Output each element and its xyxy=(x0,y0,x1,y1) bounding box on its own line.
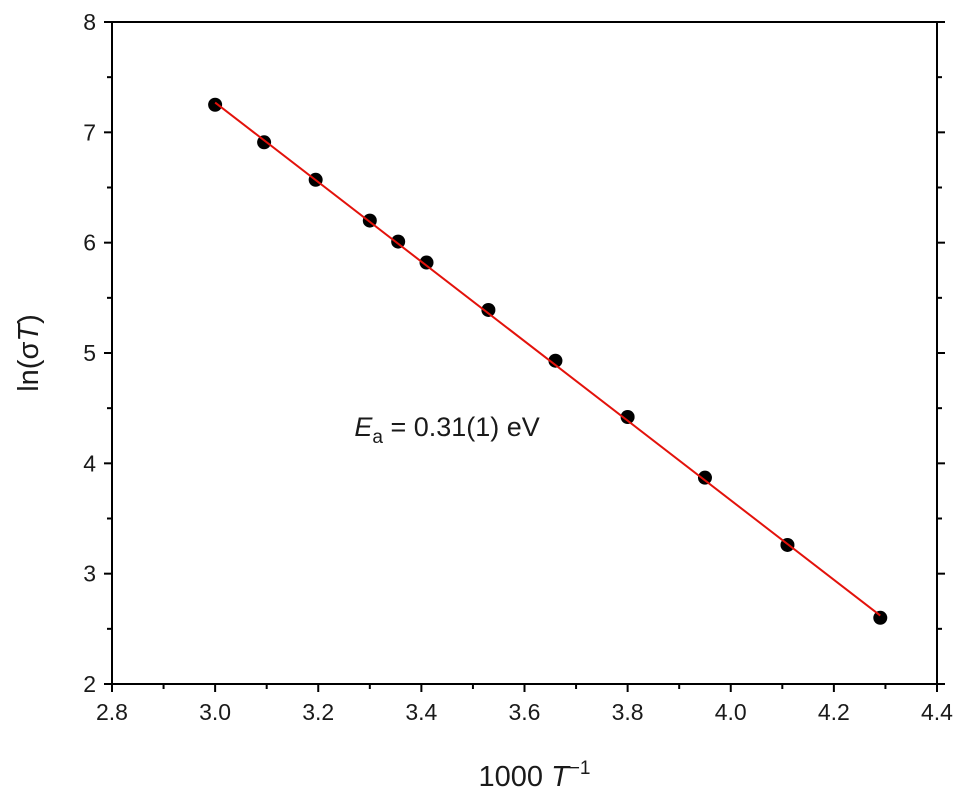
y-tick-labels: 2 3 4 5 6 7 8 xyxy=(83,9,96,697)
activation-energy-annotation: Ea = 0.31(1) eV xyxy=(354,412,539,448)
x-tick-label: 4.2 xyxy=(818,699,850,725)
annotation-value: = 0.31(1) eV xyxy=(383,412,540,442)
data-point xyxy=(697,470,712,485)
x-axis-title-exponent: −1 xyxy=(569,758,591,779)
x-tick-label: 4.0 xyxy=(715,699,747,725)
fit-line xyxy=(214,101,881,617)
y-tick-label: 3 xyxy=(83,561,96,587)
x-tick-label: 4.4 xyxy=(921,699,953,725)
plot-frame xyxy=(111,21,938,685)
x-tick-label: 3.6 xyxy=(509,699,541,725)
tick-marks xyxy=(104,21,945,692)
y-tick-label: 8 xyxy=(83,9,96,35)
y-axis-title-prefix: ln(σ xyxy=(13,342,45,392)
annotation-subscript: a xyxy=(372,427,383,448)
y-axis-title-variable: T xyxy=(13,322,45,342)
y-tick-label: 5 xyxy=(83,340,96,366)
y-tick-label: 2 xyxy=(83,671,96,697)
x-axis-title: 1000 T−1 xyxy=(479,758,591,793)
x-tick-label: 3.8 xyxy=(612,699,644,725)
series-layer xyxy=(208,97,888,625)
x-tick-label: 3.2 xyxy=(302,699,334,725)
y-tick-label: 7 xyxy=(83,119,96,145)
data-point xyxy=(391,234,406,249)
data-point xyxy=(481,302,496,317)
y-axis-title-suffix: ) xyxy=(13,314,45,324)
data-point xyxy=(873,610,888,625)
x-tick-label: 2.8 xyxy=(96,699,128,725)
data-point xyxy=(419,255,434,270)
data-point xyxy=(620,409,635,424)
x-tick-label: 3.0 xyxy=(199,699,231,725)
data-point xyxy=(548,353,563,368)
y-tick-label: 6 xyxy=(83,230,96,256)
x-axis-title-base: 1000 xyxy=(479,761,552,793)
x-axis-title-variable: T xyxy=(551,761,571,793)
data-point xyxy=(208,97,223,112)
y-tick-label: 4 xyxy=(83,450,96,476)
y-axis-title: ln(σT) xyxy=(13,314,45,392)
x-tick-labels: 2.8 3.0 3.2 3.4 3.6 3.8 4.0 4.2 4.4 xyxy=(96,699,953,725)
annotation-variable: E xyxy=(354,412,373,442)
x-tick-label: 3.4 xyxy=(405,699,437,725)
